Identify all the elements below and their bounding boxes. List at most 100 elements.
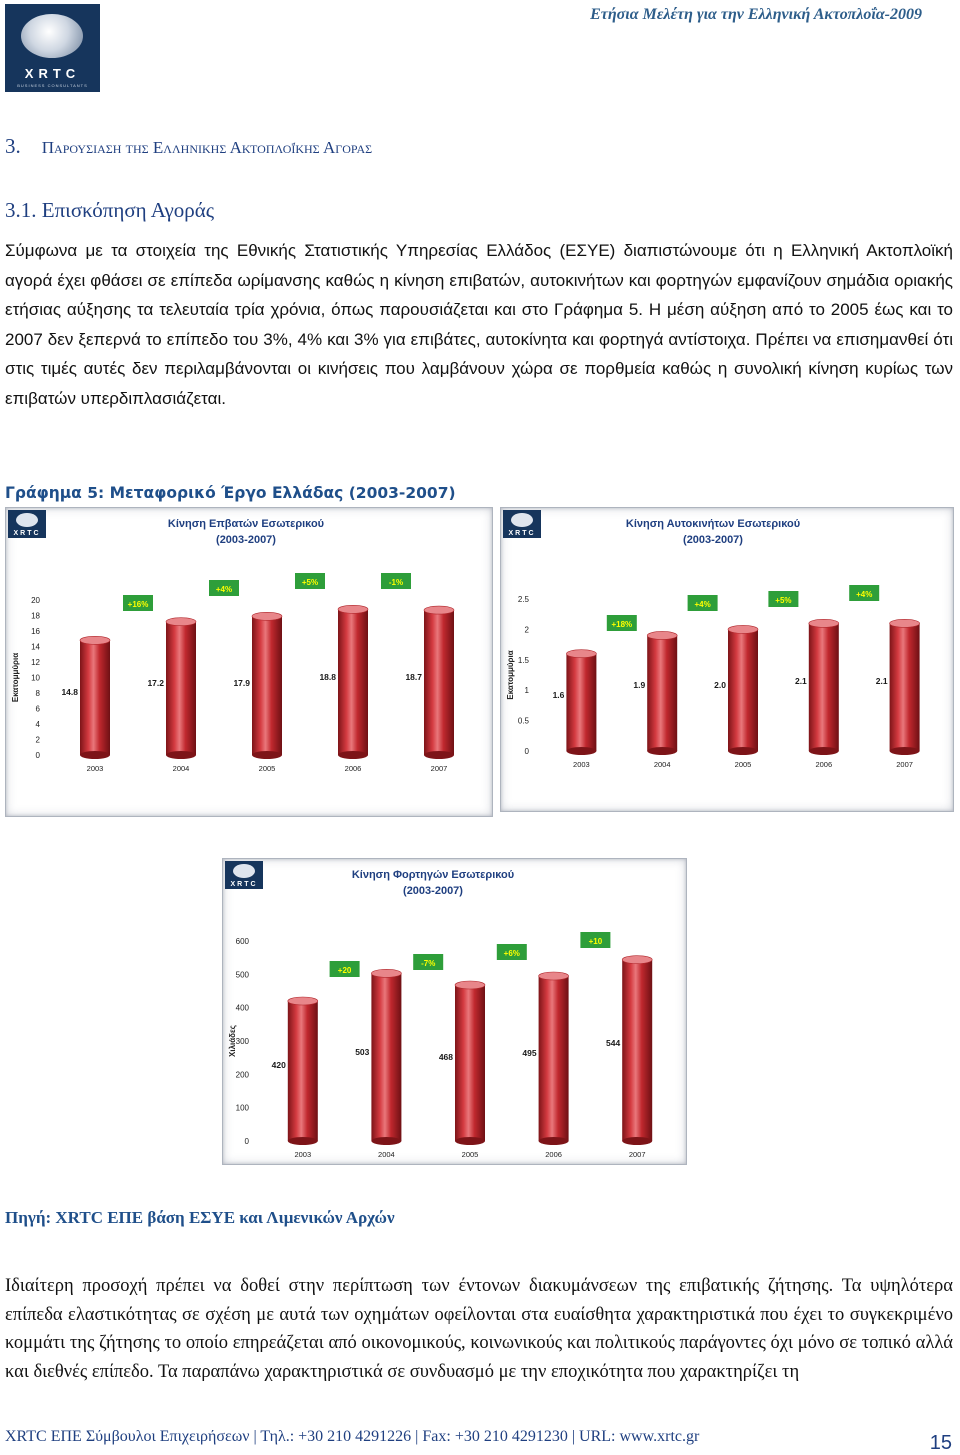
chart-ytick-label: 14: [31, 643, 40, 652]
chart-trucks-svg: XRTC Κίνηση Φορτηγών Εσωτερικού (2003-2007…: [225, 861, 653, 1159]
chart-logo-emblem-icon: [233, 864, 255, 878]
chart-bar-top: [287, 996, 319, 1006]
chart-growth-label: +16%: [128, 600, 149, 609]
chart-growth-box: [123, 595, 153, 611]
running-header-title: Ετήσια Μελέτη για την Ελληνική Ακτοπλοΐα…: [590, 6, 922, 23]
chart-bar: [252, 616, 282, 755]
chart-ytick-label: 12: [31, 658, 40, 667]
chart-bar-top: [251, 611, 283, 621]
chart-ytick-label: 1.5: [518, 656, 530, 665]
chart-bar-base: [455, 1137, 485, 1145]
chart-xtick-label: 2007: [629, 1150, 646, 1159]
chart-xtick-label: 2004: [654, 760, 671, 769]
chart-growth-label: +20: [338, 966, 352, 975]
logo-text: XRTC: [24, 66, 81, 81]
chart-logo-emblem-icon: [511, 513, 533, 527]
chart-bar-base: [166, 751, 196, 759]
chart-logo-text: XRTC: [508, 530, 535, 537]
chart-ytick-label: 600: [236, 937, 250, 946]
chart-bar-base: [622, 1137, 653, 1145]
chart-bar-top: [727, 625, 759, 634]
chart-title: Κίνηση Φορτηγών Εσωτερικού: [352, 869, 514, 881]
chart-xtick-label: 2007: [896, 760, 913, 769]
chart-bar-base: [808, 747, 839, 755]
chart-growth-label: +4%: [216, 585, 232, 594]
chart-value-label: 18.8: [319, 672, 336, 682]
chart-value-label: 495: [522, 1048, 536, 1058]
chart-growth-box: [496, 944, 527, 960]
chart-ytick-label: 16: [31, 627, 40, 636]
chart-ytick-label: 400: [236, 1004, 250, 1013]
chart-bar: [424, 610, 454, 755]
chart-growth-label: +6%: [504, 949, 520, 958]
chart-bar: [538, 976, 569, 1141]
chart-growth-label: -7%: [421, 959, 435, 968]
chart-ytick-label: 1: [525, 686, 530, 695]
chart-bar-base: [566, 747, 597, 755]
chart-cars: XRTC Κίνηση Αυτοκινήτων Εσωτερικού (2003-2…: [500, 507, 954, 812]
chart-growth-box: [295, 573, 325, 589]
chart-bar-top: [454, 980, 486, 990]
chart-value-label: 1.6: [553, 690, 565, 700]
chart-value-label: 420: [272, 1060, 286, 1070]
chart-bar-base: [252, 751, 282, 759]
figure-caption: Γράφημα 5: Μεταφορικό Έργο Ελλάδας (2003…: [5, 484, 456, 502]
chart-bar: [622, 959, 653, 1141]
chart-logo-text: XRTC: [230, 881, 257, 888]
chart-growth-box: [687, 595, 718, 611]
section-title: Παρουσιαση της Ελληνικης Ακτοπλοΐκης Αγο…: [41, 138, 373, 157]
chart-subtitle: (2003-2007): [216, 534, 276, 546]
chart-value-label: 14.8: [61, 687, 78, 697]
chart-passengers-svg: XRTC Κίνηση Επβατών Εσωτερικού (2003-2007)…: [8, 510, 455, 773]
chart-ylabel: Εκατομμύρια: [506, 650, 515, 699]
chart-ylabel: Εκατομμύρια: [11, 653, 20, 702]
chart-xtick-label: 2005: [462, 1150, 479, 1159]
chart-bar-top: [79, 636, 111, 645]
chart-bar-base: [287, 1137, 318, 1145]
chart-bar-base: [889, 747, 920, 755]
chart-growth-box: [849, 585, 880, 601]
chart-xtick-label: 2003: [87, 764, 104, 773]
chart-growth-box: [209, 580, 239, 596]
chart-bar: [287, 1001, 318, 1141]
chart-bar-top: [165, 617, 197, 626]
chart-ytick-label: 2.5: [518, 595, 530, 604]
section-heading: 3. Παρουσιαση της Ελληνικης Ακτοπλοΐκης …: [5, 134, 372, 159]
chart-bar-base: [728, 747, 758, 755]
chart-bar: [566, 653, 597, 751]
chart-value-label: 18.7: [405, 672, 422, 682]
chart-trucks: XRTC Κίνηση Φορτηγών Εσωτερικού (2003-2007…: [222, 858, 687, 1165]
chart-xtick-label: 2005: [735, 760, 752, 769]
chart-xtick-label: 2006: [545, 1150, 562, 1159]
chart-bar-top: [538, 971, 569, 981]
chart-bar-top: [621, 955, 653, 964]
chart-bar-top: [646, 631, 678, 640]
chart-ytick-label: 0: [525, 747, 530, 756]
intro-paragraph: Σύμφωνα με τα στοιχεία της Εθνικής Στατι…: [5, 241, 953, 408]
chart-bar-top: [566, 649, 597, 659]
chart-growth-label: +5%: [775, 596, 791, 605]
chart-xtick-label: 2006: [815, 760, 832, 769]
chart-bar: [371, 973, 402, 1141]
chart-bar-top: [808, 619, 840, 628]
logo-subtext: BUSINESS CONSULTANTS: [17, 83, 88, 88]
chart-bar: [338, 609, 368, 755]
chart-value-label: 2.1: [876, 676, 888, 686]
chart-bar: [455, 985, 485, 1141]
chart-subtitle: (2003-2007): [403, 885, 463, 897]
chart-ytick-label: 2: [525, 625, 530, 634]
chart-value-label: 17.9: [233, 678, 250, 688]
chart-ytick-label: 0.5: [518, 717, 530, 726]
chart-value-label: 468: [439, 1052, 453, 1062]
chart-bar: [889, 623, 920, 751]
chart-ytick-label: 20: [31, 596, 40, 605]
chart-bar: [647, 635, 678, 751]
chart-bar-base: [80, 751, 110, 759]
chart-value-label: 2.1: [795, 676, 807, 686]
chart-ytick-label: 2: [36, 736, 41, 745]
chart-value-label: 503: [355, 1047, 369, 1057]
chart-growth-label: +10: [589, 937, 603, 946]
source-note: Πηγή: XRTC ΕΠΕ βάση ΕΣΥΕ και Λιμενικών Α…: [5, 1208, 395, 1227]
chart-ytick-label: 18: [31, 612, 40, 621]
chart-xtick-label: 2003: [294, 1150, 311, 1159]
